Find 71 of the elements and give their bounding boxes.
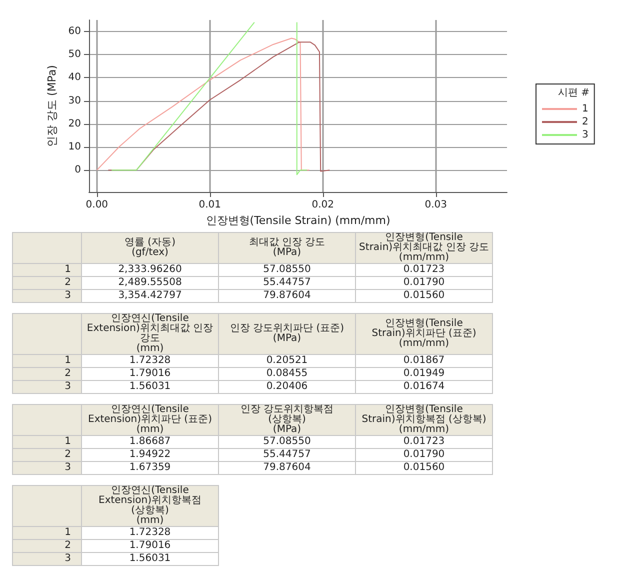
- text: 1.56031: [129, 381, 171, 392]
- text: 2,489.55508: [118, 277, 182, 288]
- y-tick-label: 60: [68, 26, 81, 38]
- text: 0.01790: [403, 277, 445, 288]
- category-label: 인장변형(Tensile Strain)위치항복점 (상항복) (mm/mm): [356, 404, 492, 436]
- category-label: 1: [64, 355, 71, 366]
- text: 0.20406: [266, 381, 308, 392]
- text: 0.01674: [403, 381, 445, 392]
- category-label: 인장연신(Tensile Extension)위치항복점 (상항복) (mm): [82, 485, 218, 526]
- category-label: 인장변형(Tensile Strain)위치파단 (표준) (mm/mm): [356, 314, 492, 354]
- y-axis-title: 인장 강도 (MPa): [45, 65, 58, 147]
- y-tick-label: 30: [68, 95, 81, 106]
- text: 0.01560: [403, 290, 445, 301]
- y-tick-label: 20: [68, 118, 81, 130]
- text: 1.72328: [129, 527, 171, 538]
- x-tick-label: 0.02: [312, 200, 334, 210]
- category-label: 3: [64, 290, 71, 301]
- y-tick-label: 40: [68, 72, 81, 84]
- text: 0.08455: [266, 368, 308, 379]
- text: 79.87604: [263, 290, 311, 301]
- category-label: 인장연신(Tensile Extension)위치최대값 인장 강도 (mm): [82, 313, 218, 354]
- text: 0.01560: [403, 462, 445, 473]
- text: 1.72328: [129, 355, 171, 366]
- x-tick-label: 0.01: [198, 200, 222, 210]
- text: 1.56031: [129, 553, 171, 564]
- text: 1.94922: [129, 449, 171, 460]
- legend-title: 시편 #: [558, 88, 590, 98]
- text: 55.44757: [263, 277, 311, 288]
- line-series: [96, 38, 310, 171]
- category-label: 인장 강도위치파단 (표준) (MPa): [218, 314, 356, 354]
- text: 55.44757: [263, 449, 311, 460]
- legend-label: 1: [582, 104, 588, 114]
- text: 79.87604: [263, 462, 311, 473]
- text: 1.79016: [129, 368, 171, 379]
- text: 0.01790: [403, 449, 445, 460]
- text: 1.79016: [129, 540, 171, 551]
- category-label: 1: [64, 436, 71, 447]
- x-tick-label: 0.03: [424, 200, 447, 210]
- text: 1.67359: [129, 462, 171, 473]
- text: 0.20521: [266, 355, 308, 366]
- text: 2,333.96260: [118, 264, 182, 275]
- x-axis-title: 인장변형(Tensile Strain) (mm/mm): [206, 214, 390, 227]
- y-tick-label: 10: [68, 141, 81, 152]
- legend-label: 3: [582, 130, 588, 140]
- x-tick-label: 0.00: [86, 200, 108, 210]
- text: 0.01867: [403, 355, 445, 366]
- category-label: 1: [64, 527, 71, 538]
- text: 0.01723: [403, 264, 445, 275]
- legend-label: 2: [582, 116, 588, 128]
- category-label: 2: [64, 277, 71, 288]
- category-label: 인장 강도위치항복점 (상항복) (MPa): [218, 404, 356, 436]
- category-label: 3: [64, 553, 71, 564]
- line-series: [108, 42, 330, 172]
- category-label: 3: [64, 462, 71, 473]
- category-label: 2: [64, 368, 71, 379]
- category-label: 인장변형(Tensile Strain)위치최대값 인장 강도 (mm/mm): [356, 232, 492, 264]
- text: 0.01949: [403, 368, 445, 379]
- category-label: 영률 (자동) (gf/tex): [82, 232, 218, 264]
- y-tick-label: 0: [74, 164, 81, 176]
- text: 57.08550: [263, 436, 311, 447]
- category-label: 2: [64, 449, 71, 460]
- category-label: 인장연신(Tensile Extension)위치파단 (표준) (mm): [82, 404, 218, 436]
- category-label: 1: [64, 264, 71, 275]
- category-label: 2: [64, 540, 71, 551]
- category-label: 최대값 인장 강도 (MPa): [218, 232, 356, 264]
- text: 57.08550: [263, 264, 311, 275]
- text: 1.86687: [129, 436, 171, 447]
- category-label: 3: [64, 381, 71, 392]
- text: 3,354.42797: [118, 290, 182, 301]
- text: 0.01723: [403, 436, 445, 447]
- y-tick-label: 50: [68, 49, 81, 60]
